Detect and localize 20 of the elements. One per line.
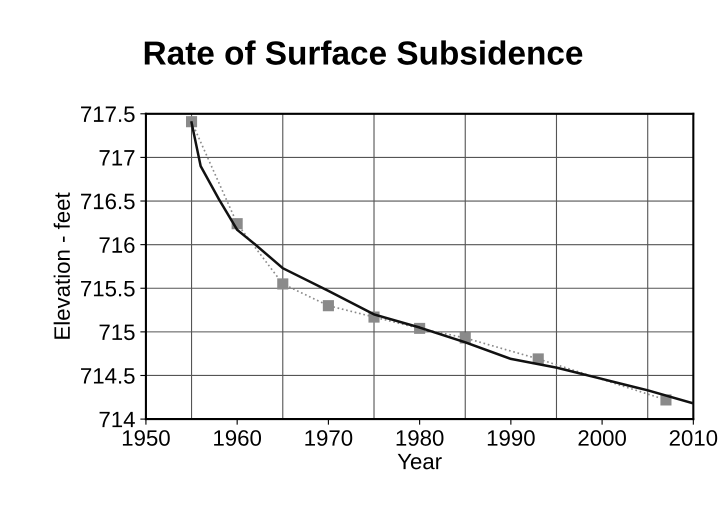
x-tick-label: 1980: [396, 430, 444, 446]
x-tick-label: 2010: [670, 430, 718, 446]
x-tick-label: 1990: [488, 430, 535, 446]
point: [277, 278, 288, 290]
point: [322, 300, 334, 312]
y-tick-label: 716.5: [81, 194, 135, 210]
chart-title: Rate of Surface Subsidence: [144, 40, 582, 65]
x-tick-label: 1960: [214, 430, 262, 446]
x-tick-label: 1950: [122, 430, 170, 446]
y-tick-label: 714.5: [81, 368, 135, 384]
y-tick-label: 714: [100, 412, 135, 428]
y-tick-label: 717: [100, 150, 134, 166]
x-tick-label: 2000: [578, 430, 626, 446]
x-axis-title: Year: [398, 454, 442, 470]
y-tick-label: 716: [100, 237, 135, 253]
y-axis-title: Elevation - feet: [54, 192, 70, 339]
y-tick-label: 715: [100, 324, 135, 340]
y-tick-label: 717.5: [81, 106, 135, 122]
x-tick-label: 1970: [305, 430, 352, 446]
y-tick-label: 715.5: [81, 281, 135, 297]
